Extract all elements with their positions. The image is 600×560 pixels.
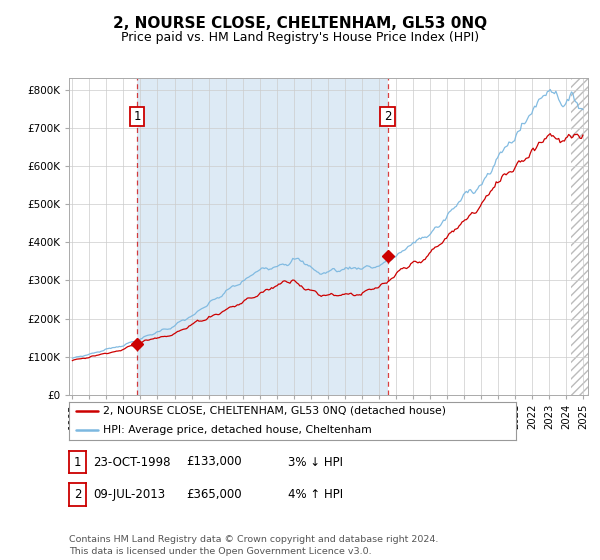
Text: HPI: Average price, detached house, Cheltenham: HPI: Average price, detached house, Chel… [103, 424, 371, 435]
Text: 4% ↑ HPI: 4% ↑ HPI [288, 488, 343, 501]
Text: 3% ↓ HPI: 3% ↓ HPI [288, 455, 343, 469]
Text: 09-JUL-2013: 09-JUL-2013 [93, 488, 165, 501]
Text: Price paid vs. HM Land Registry's House Price Index (HPI): Price paid vs. HM Land Registry's House … [121, 31, 479, 44]
Text: £133,000: £133,000 [186, 455, 242, 469]
Text: 1: 1 [74, 455, 81, 469]
Text: 2: 2 [384, 110, 391, 123]
Bar [571, 78, 588, 395]
Bar [571, 78, 588, 395]
Text: £365,000: £365,000 [186, 488, 242, 501]
Text: Contains HM Land Registry data © Crown copyright and database right 2024.
This d: Contains HM Land Registry data © Crown c… [69, 535, 439, 556]
Text: 2, NOURSE CLOSE, CHELTENHAM, GL53 0NQ (detached house): 2, NOURSE CLOSE, CHELTENHAM, GL53 0NQ (d… [103, 405, 446, 416]
Text: 1: 1 [134, 110, 141, 123]
Text: 23-OCT-1998: 23-OCT-1998 [93, 455, 170, 469]
Text: 2: 2 [74, 488, 81, 501]
Text: 2, NOURSE CLOSE, CHELTENHAM, GL53 0NQ: 2, NOURSE CLOSE, CHELTENHAM, GL53 0NQ [113, 16, 487, 31]
Bar [137, 78, 388, 395]
